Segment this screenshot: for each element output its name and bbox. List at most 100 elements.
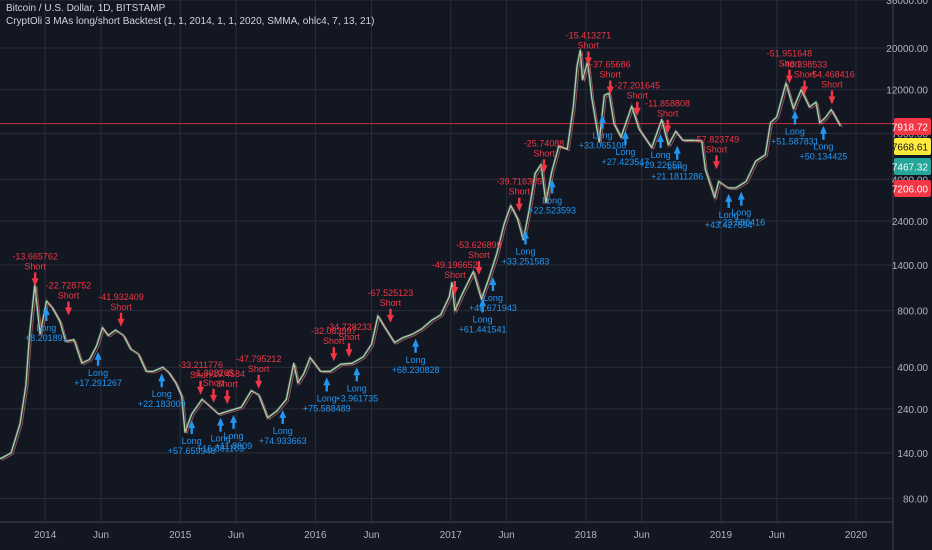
long-arrow-icon[interactable]: [412, 338, 420, 347]
x-tick-label: Jun: [634, 530, 650, 541]
long-profit-value: +33.065108: [579, 141, 627, 151]
long-label: Long: [483, 293, 503, 303]
x-tick-label: 2017: [440, 530, 463, 541]
x-tick-label: 2014: [34, 530, 57, 541]
short-label: Short: [706, 144, 728, 154]
short-arrow-icon[interactable]: [828, 96, 836, 105]
short-label: Short: [203, 378, 225, 388]
long-label: Long: [317, 393, 337, 403]
short-arrow-icon[interactable]: [664, 125, 672, 134]
y-tick-label: 20000.00: [886, 44, 928, 55]
short-arrow-icon[interactable]: [540, 165, 548, 174]
short-arrow-icon[interactable]: [801, 86, 809, 95]
short-arrow-stem: [347, 343, 351, 351]
short-profit-value: -51.951648: [767, 49, 813, 59]
short-profit-value: -34.728233: [326, 322, 372, 332]
short-arrow-icon[interactable]: [633, 107, 641, 116]
short-arrow-icon[interactable]: [515, 203, 523, 212]
short-arrow-stem: [609, 80, 612, 88]
long-arrow-icon[interactable]: [621, 130, 629, 139]
long-profit-value: +57.659948: [168, 446, 216, 456]
price-badge: [894, 158, 931, 175]
short-profit-value: -13.665762: [12, 251, 58, 261]
long-profit-value: +11.8809: [215, 441, 252, 451]
short-profit-value: -37.65686: [590, 60, 631, 70]
long-arrow-stem: [160, 380, 163, 388]
long-profit-value: +68.230828: [392, 365, 440, 375]
short-arrow-icon[interactable]: [386, 314, 394, 323]
long-arrow-icon[interactable]: [657, 134, 665, 143]
long-arrow-icon[interactable]: [548, 179, 556, 188]
long-arrow-stem: [325, 384, 328, 392]
short-arrow-icon[interactable]: [606, 86, 614, 95]
short-profit-value: -15.413271: [566, 30, 612, 40]
long-profit-value: +22.523593: [528, 205, 576, 215]
long-arrow-icon[interactable]: [598, 114, 606, 123]
short-label: Short: [779, 59, 801, 69]
long-profit-value: +51.587831: [771, 137, 819, 147]
long-arrow-icon[interactable]: [323, 377, 331, 386]
short-label: Short: [216, 379, 238, 389]
short-arrow-icon[interactable]: [255, 380, 263, 389]
short-label: Short: [600, 70, 622, 80]
price-badge: [894, 118, 931, 135]
study-title[interactable]: CryptOli 3 MAs long/short Backtest (1, 1…: [6, 16, 375, 27]
short-label: Short: [24, 261, 46, 271]
long-arrow-icon[interactable]: [819, 125, 827, 134]
long-arrow-stem: [232, 421, 235, 429]
short-arrow-stem: [332, 347, 336, 355]
short-arrow-icon[interactable]: [345, 349, 353, 358]
short-profit-value: -33.211776: [178, 360, 223, 370]
short-arrow-icon[interactable]: [330, 353, 338, 362]
long-arrow-icon[interactable]: [279, 409, 287, 418]
short-arrow-icon[interactable]: [210, 394, 218, 403]
long-profit-value: +8.201891: [25, 333, 68, 343]
long-arrow-icon[interactable]: [217, 417, 225, 426]
price-badge-label: 7918.72: [892, 123, 929, 134]
price-series-line[interactable]: [0, 49, 841, 460]
long-arrow-icon[interactable]: [353, 367, 361, 376]
long-label: Long: [667, 162, 687, 172]
long-arrow-icon[interactable]: [42, 307, 50, 316]
price-badge: [894, 180, 931, 197]
short-arrow-stem: [830, 90, 834, 98]
short-arrow-stem: [33, 272, 37, 280]
short-arrow-icon[interactable]: [223, 396, 231, 405]
long-arrow-icon[interactable]: [522, 230, 530, 239]
long-arrow-icon[interactable]: [673, 145, 681, 154]
short-profit-value: -47.795212: [236, 354, 282, 364]
short-label: Short: [794, 70, 816, 80]
short-arrow-icon[interactable]: [712, 161, 720, 170]
long-profit-value: +23.588416: [717, 218, 765, 228]
symbol-title[interactable]: Bitcoin / U.S. Dollar, 1D, BITSTAMP: [6, 3, 166, 14]
short-arrow-icon[interactable]: [31, 278, 39, 287]
short-arrow-stem: [803, 80, 806, 88]
long-arrow-icon[interactable]: [791, 110, 799, 119]
long-profit-value: +43.427594: [705, 220, 753, 230]
short-arrow-icon[interactable]: [475, 267, 483, 276]
short-arrow-stem: [636, 101, 639, 109]
short-label: Short: [508, 187, 530, 197]
short-label: Short: [248, 364, 270, 374]
long-arrow-icon[interactable]: [158, 373, 166, 382]
long-arrow-icon[interactable]: [230, 414, 238, 423]
long-profit-value: +61.441541: [459, 324, 507, 334]
short-profit-value: -32.083997: [311, 326, 357, 336]
long-arrow-icon[interactable]: [737, 191, 745, 200]
short-arrow-icon[interactable]: [197, 386, 205, 395]
long-arrow-icon[interactable]: [725, 193, 733, 202]
y-tick-label: 400.00: [897, 363, 928, 374]
long-arrow-icon[interactable]: [94, 351, 102, 360]
short-arrow-icon[interactable]: [451, 287, 459, 296]
long-arrow-icon[interactable]: [188, 420, 196, 429]
long-label: Long: [473, 314, 493, 324]
long-arrow-icon[interactable]: [479, 298, 487, 307]
short-arrow-icon[interactable]: [584, 57, 592, 66]
short-arrow-icon[interactable]: [117, 318, 125, 327]
short-arrow-icon[interactable]: [64, 307, 72, 316]
short-profit-value: -25.74088: [524, 138, 565, 148]
long-arrow-stem: [676, 152, 679, 160]
short-arrow-icon[interactable]: [785, 75, 793, 84]
long-arrow-icon[interactable]: [489, 277, 497, 286]
